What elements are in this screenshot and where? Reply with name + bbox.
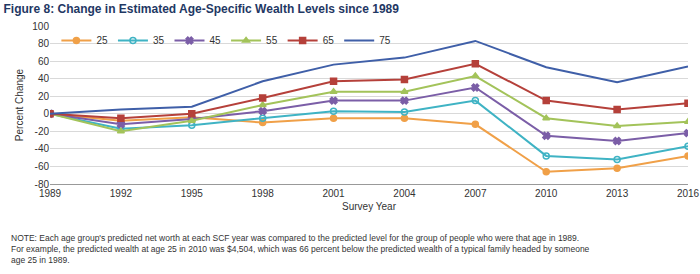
svg-text:45: 45 xyxy=(210,35,222,46)
svg-text:2004: 2004 xyxy=(393,188,416,199)
svg-text:2010: 2010 xyxy=(535,188,558,199)
svg-text:Figure 8: Change in Estimated: Figure 8: Change in Estimated Age-Specif… xyxy=(4,2,400,16)
svg-text:2013: 2013 xyxy=(606,188,629,199)
svg-text:40: 40 xyxy=(38,73,50,84)
svg-text:-60: -60 xyxy=(35,161,50,172)
svg-text:25: 25 xyxy=(96,35,108,46)
svg-text:100: 100 xyxy=(32,21,49,32)
svg-text:-40: -40 xyxy=(35,143,50,154)
svg-text:1992: 1992 xyxy=(110,188,133,199)
svg-text:55: 55 xyxy=(266,35,278,46)
svg-text:2001: 2001 xyxy=(322,188,345,199)
svg-text:2016: 2016 xyxy=(677,188,700,199)
svg-text:80: 80 xyxy=(38,38,50,49)
svg-text:Percent Change: Percent Change xyxy=(14,68,25,141)
svg-text:75: 75 xyxy=(379,35,391,46)
svg-text:1995: 1995 xyxy=(181,188,204,199)
svg-text:Survey Year: Survey Year xyxy=(342,201,397,212)
svg-text:1989: 1989 xyxy=(39,188,62,199)
svg-text:-80: -80 xyxy=(35,179,50,190)
svg-text:65: 65 xyxy=(323,35,335,46)
svg-text:20: 20 xyxy=(38,91,50,102)
svg-text:1998: 1998 xyxy=(252,188,275,199)
svg-text:-20: -20 xyxy=(35,126,50,137)
svg-text:35: 35 xyxy=(153,35,165,46)
svg-text:0: 0 xyxy=(43,108,49,119)
svg-text:2007: 2007 xyxy=(464,188,487,199)
svg-text:NOTE: Each age group's predict: NOTE: Each age group's predicted net wor… xyxy=(11,233,590,265)
svg-text:60: 60 xyxy=(38,56,50,67)
